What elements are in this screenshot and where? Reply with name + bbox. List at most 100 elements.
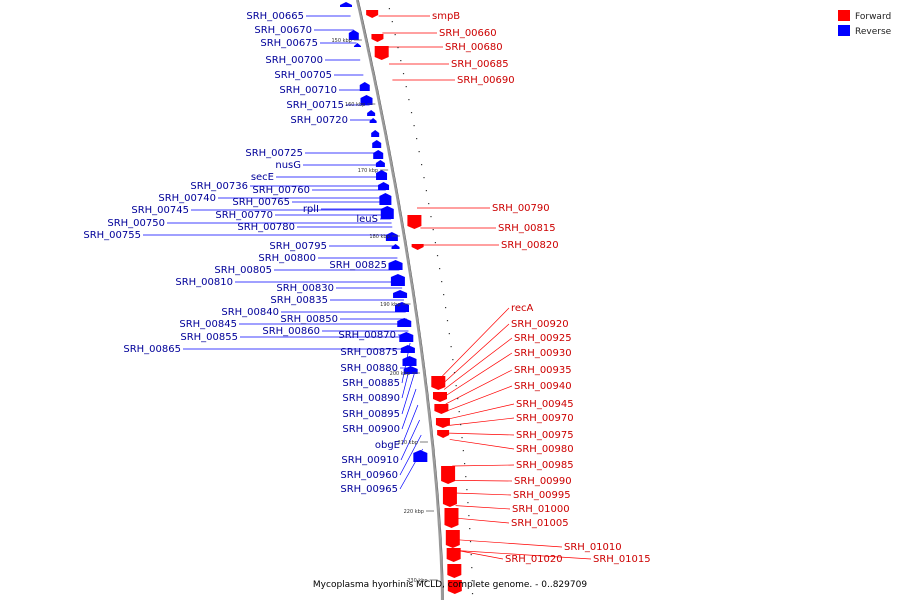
forward-gene [447, 564, 462, 578]
forward-gene-label[interactable]: SRH_00980 [516, 444, 574, 455]
reverse-gene-label[interactable]: SRH_00870 [338, 330, 396, 341]
reverse-gene-label[interactable]: SRH_00780 [237, 222, 295, 233]
reverse-gene [394, 302, 409, 312]
track-dot [391, 21, 393, 23]
reverse-connector [399, 434, 422, 476]
reverse-gene-label[interactable]: SRH_00895 [342, 409, 400, 420]
reverse-gene [388, 260, 403, 270]
forward-gene-label[interactable]: SRH_01010 [564, 542, 622, 553]
forward-gene [431, 376, 446, 390]
track-dot [460, 424, 462, 426]
forward-gene-label[interactable]: SRH_01000 [512, 504, 570, 515]
reverse-gene-label[interactable]: SRH_00860 [262, 326, 320, 337]
reverse-gene-label[interactable]: SRH_00960 [340, 470, 398, 481]
reverse-gene-label[interactable]: SRH_00965 [340, 484, 398, 495]
forward-gene-label[interactable]: SRH_00660 [439, 28, 497, 39]
reverse-gene-label[interactable]: SRH_00865 [123, 344, 181, 355]
reverse-gene-label[interactable]: SRH_00910 [341, 455, 399, 466]
reverse-gene-label[interactable]: SRH_00750 [107, 218, 165, 229]
forward-gene-label[interactable]: SRH_00995 [513, 490, 571, 501]
forward-gene-label[interactable]: SRH_00970 [516, 413, 574, 424]
reverse-gene-label[interactable]: SRH_00800 [258, 253, 316, 264]
forward-gene [434, 404, 449, 414]
reverse-gene-label[interactable]: SRH_00736 [190, 181, 248, 192]
forward-gene-label[interactable]: SRH_01015 [593, 554, 651, 565]
reverse-gene-label[interactable]: SRH_00795 [269, 241, 327, 252]
reverse-gene-label[interactable]: nusG [275, 160, 301, 171]
forward-gene-label[interactable]: smpB [432, 11, 460, 22]
reverse-connector [401, 404, 419, 446]
reverse-gene-label[interactable]: SRH_00825 [329, 260, 387, 271]
reverse-gene-label[interactable]: SRH_00840 [221, 307, 279, 318]
forward-gene-label[interactable]: SRH_00815 [498, 223, 556, 234]
track-dot [461, 437, 463, 439]
reverse-gene-label[interactable]: SRH_00845 [179, 319, 237, 330]
forward-connector [449, 432, 515, 436]
reverse-gene-label[interactable]: SRH_00810 [175, 277, 233, 288]
forward-connector [454, 492, 512, 496]
reverse-gene-label[interactable]: SRH_00725 [245, 148, 303, 159]
reverse-gene-label[interactable]: SRH_00740 [158, 193, 216, 204]
forward-gene-label[interactable]: SRH_00820 [501, 240, 559, 251]
reverse-gene-label[interactable]: SRH_00850 [280, 314, 338, 325]
reverse-gene-label[interactable]: SRH_00835 [270, 295, 328, 306]
reverse-gene-label[interactable]: SRH_00720 [290, 115, 348, 126]
reverse-gene-label[interactable]: SRH_00890 [342, 393, 400, 404]
forward-gene-label[interactable]: SRH_00935 [514, 365, 572, 376]
reverse-gene-label[interactable]: rplI [303, 204, 319, 215]
forward-gene [446, 548, 461, 562]
forward-gene-label[interactable]: SRH_00925 [514, 333, 572, 344]
reverse-gene-label[interactable]: SRH_00745 [131, 205, 189, 216]
forward-gene-label[interactable]: SRH_00985 [516, 460, 574, 471]
reverse-gene-label[interactable]: SRH_00760 [252, 185, 310, 196]
track-dot [397, 47, 399, 49]
forward-connector [447, 403, 515, 420]
reverse-gene-label[interactable]: SRH_00765 [232, 197, 290, 208]
forward-gene [432, 392, 447, 402]
reverse-gene [360, 95, 373, 105]
forward-gene-label[interactable]: SRH_00930 [514, 348, 572, 359]
forward-gene [437, 430, 450, 438]
forward-gene-label[interactable]: SRH_00975 [516, 430, 574, 441]
reverse-gene [372, 140, 382, 148]
forward-gene-label[interactable]: SRH_00945 [516, 399, 574, 410]
reverse-gene-label[interactable]: SRH_00715 [286, 100, 344, 111]
reverse-gene-label[interactable]: secE [251, 172, 274, 183]
reverse-gene-label[interactable]: SRH_00665 [246, 11, 304, 22]
reverse-gene [378, 182, 390, 190]
forward-gene-label[interactable]: SRH_00990 [514, 476, 572, 487]
forward-connector [449, 439, 515, 450]
reverse-gene-label[interactable]: SRH_00855 [180, 332, 238, 343]
forward-connector [446, 385, 513, 412]
forward-gene-label[interactable]: SRH_00940 [514, 381, 572, 392]
forward-connector [452, 464, 515, 467]
track-dot [413, 125, 415, 127]
reverse-gene-label[interactable]: SRH_00705 [274, 70, 332, 81]
reverse-gene-label[interactable]: SRH_00770 [215, 210, 273, 221]
reverse-gene [399, 332, 414, 342]
reverse-gene-label[interactable]: SRH_00885 [342, 378, 400, 389]
forward-gene-label[interactable]: SRH_01020 [505, 554, 563, 565]
reverse-gene-label[interactable]: SRH_00675 [260, 38, 318, 49]
reverse-gene-label[interactable]: leuS [356, 214, 378, 225]
reverse-gene-label[interactable]: SRH_00670 [254, 25, 312, 36]
forward-gene-label[interactable]: SRH_00790 [492, 203, 550, 214]
reverse-gene-label[interactable]: SRH_00875 [340, 347, 398, 358]
forward-gene-label[interactable]: SRH_00680 [445, 42, 503, 53]
forward-gene-label[interactable]: SRH_00685 [451, 59, 509, 70]
reverse-gene-label[interactable]: SRH_00880 [340, 363, 398, 374]
forward-gene-label[interactable]: recA [511, 303, 534, 314]
reverse-gene-label[interactable]: SRH_00710 [279, 85, 337, 96]
reverse-gene-label[interactable]: SRH_00700 [265, 55, 323, 66]
reverse-gene-label[interactable]: SRH_00805 [214, 265, 272, 276]
reverse-gene-label[interactable]: SRH_00900 [342, 424, 400, 435]
forward-gene-label[interactable]: SRH_01005 [511, 518, 569, 529]
reverse-gene-label[interactable]: SRH_00755 [83, 230, 141, 241]
reverse-gene-label[interactable]: SRH_00830 [276, 283, 334, 294]
forward-gene-label[interactable]: SRH_00920 [511, 319, 569, 330]
forward-connector [453, 480, 513, 482]
reverse-gene-label[interactable]: obgE [375, 440, 400, 451]
forward-connector [442, 307, 510, 377]
forward-gene-label[interactable]: SRH_00690 [457, 75, 515, 86]
